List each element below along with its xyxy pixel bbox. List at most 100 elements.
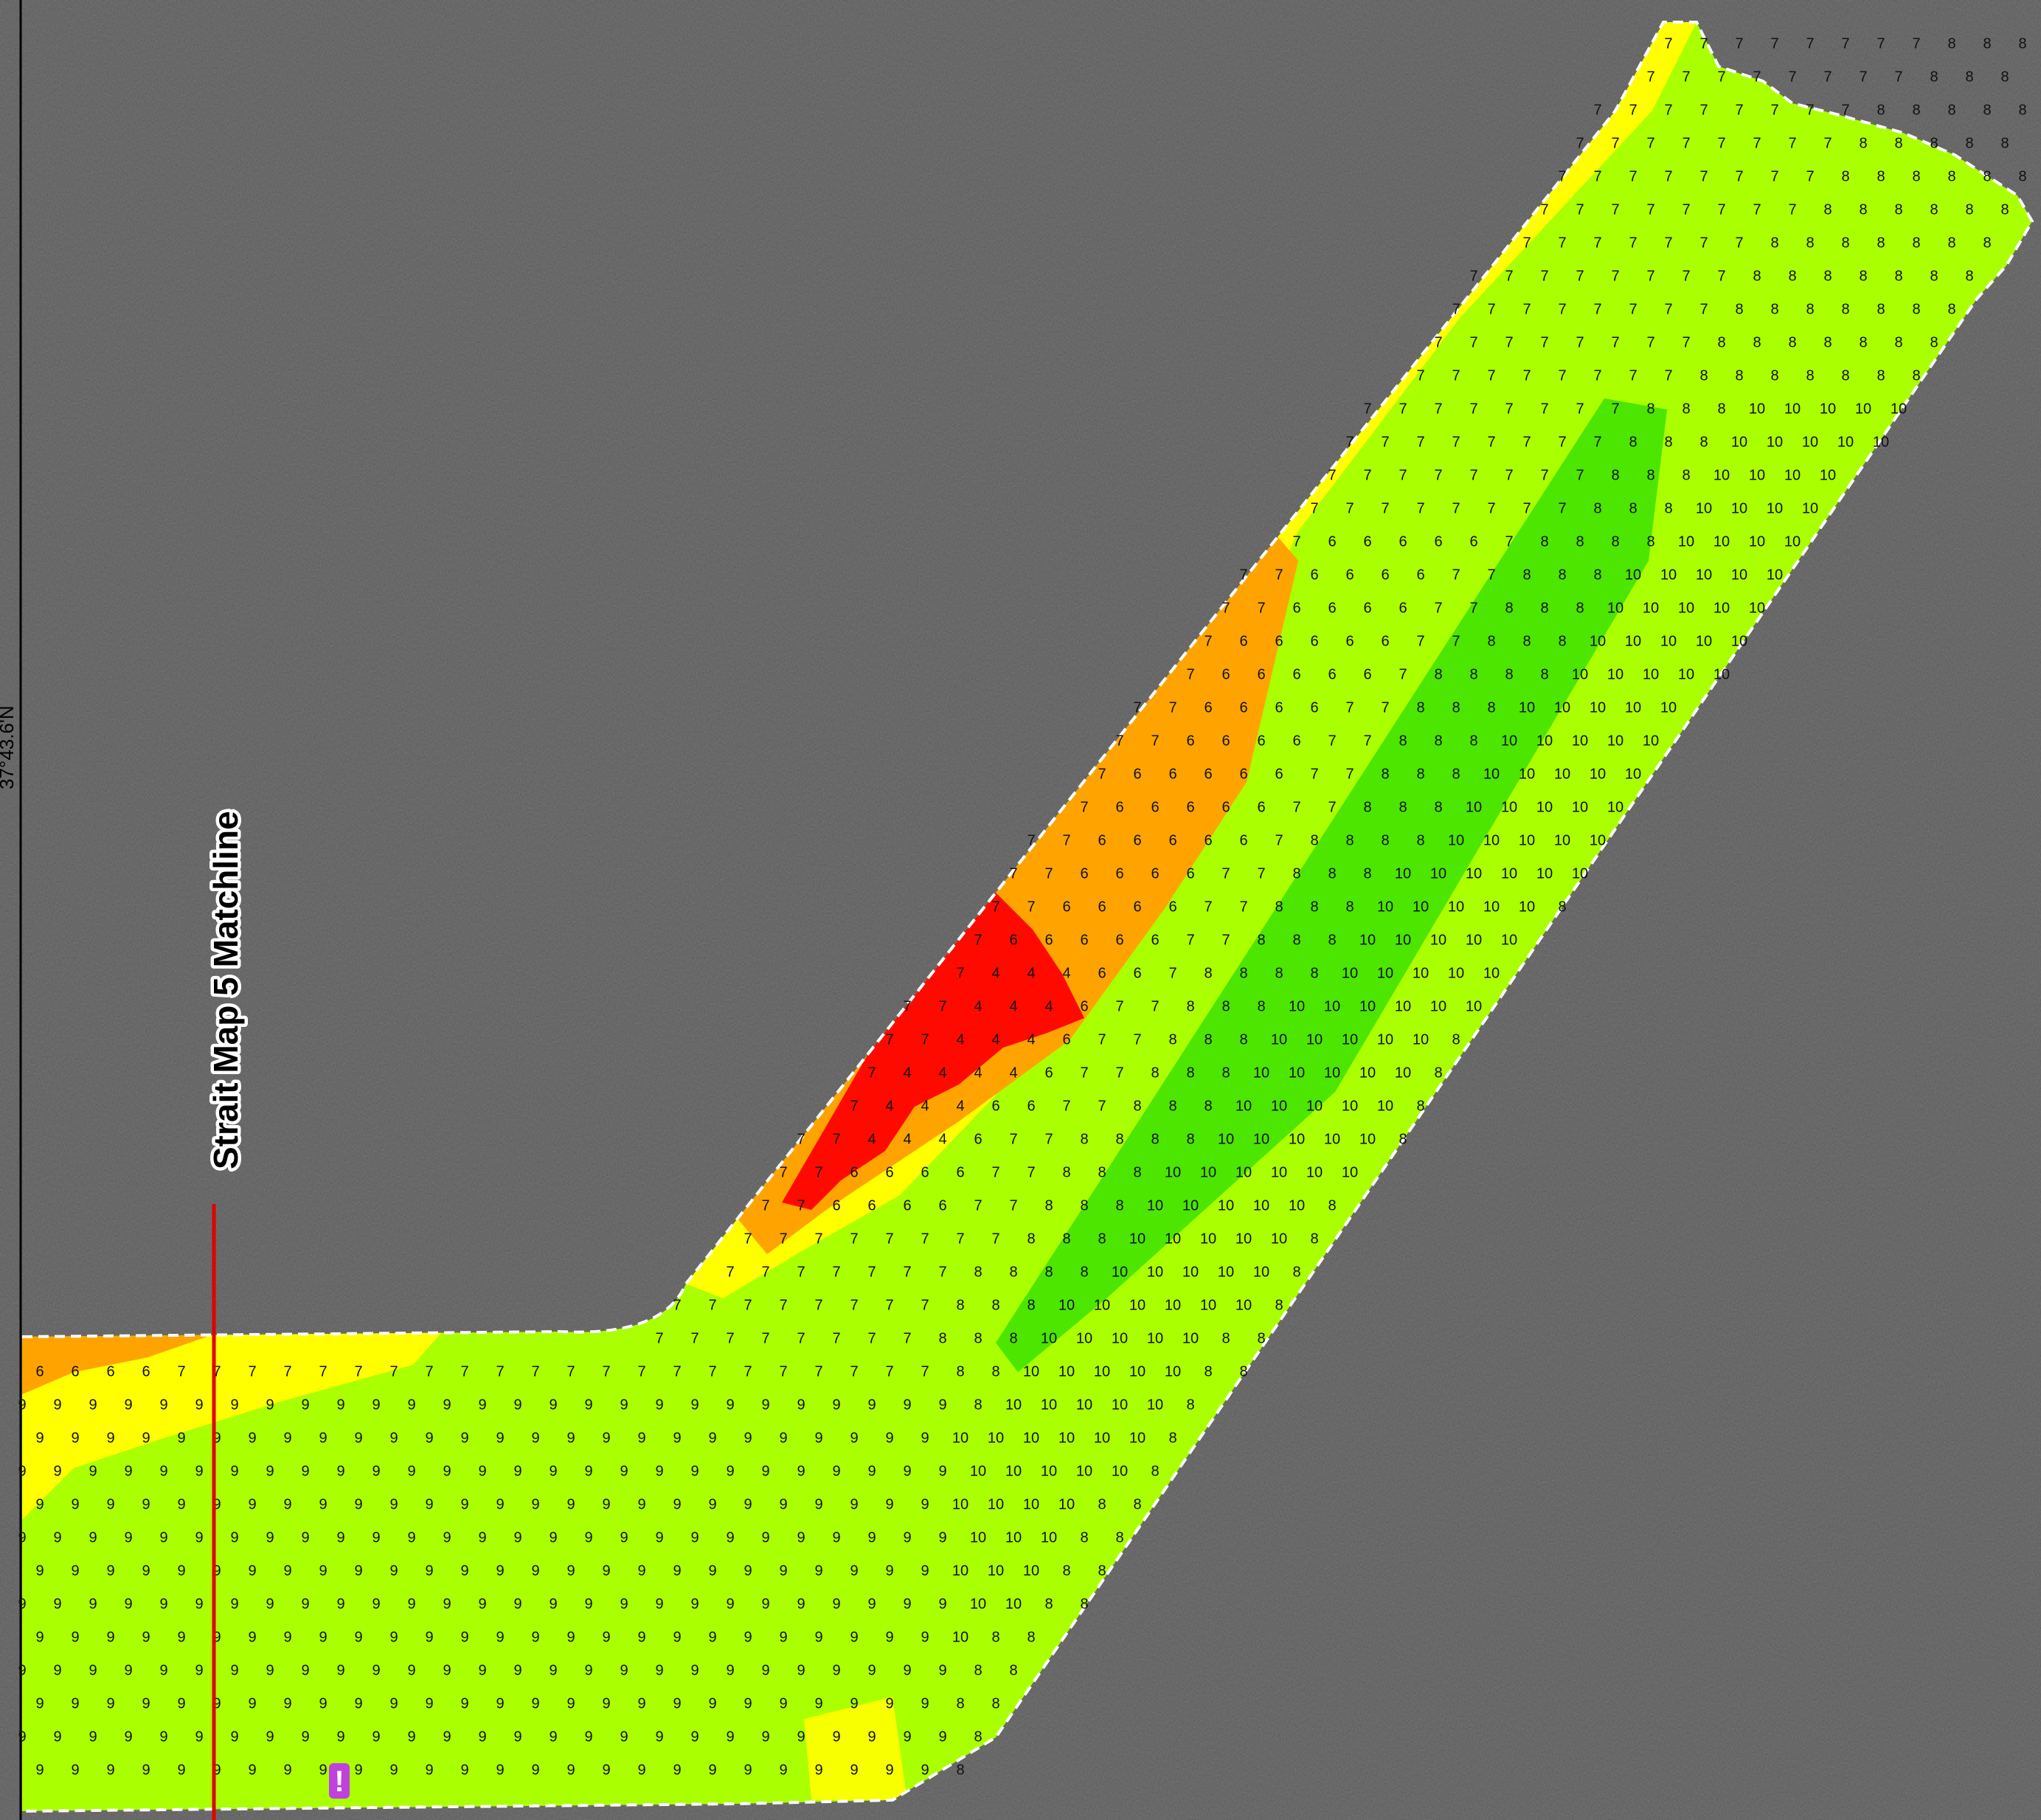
depth-sounding: 9	[637, 1430, 645, 1446]
depth-sounding: 10	[1501, 932, 1517, 948]
depth-sounding: 8	[2018, 168, 2026, 184]
depth-sounding: 8	[1558, 567, 1566, 583]
depth-sounding: 9	[319, 1430, 327, 1446]
depth-sounding: 9	[921, 1496, 929, 1512]
depth-sounding: 7	[850, 1231, 858, 1247]
depth-sounding: 7	[1363, 467, 1371, 483]
depth-sounding: 9	[248, 1629, 256, 1645]
depth-sounding: 9	[142, 1762, 150, 1778]
depth-sounding: 7	[1646, 201, 1654, 218]
depth-sounding: 7	[779, 1164, 787, 1180]
depth-sounding: 8	[1735, 367, 1743, 384]
depth-sounding: 8	[938, 1330, 946, 1346]
depth-sounding: 10	[1678, 666, 1694, 682]
depth-sounding: 9	[726, 1662, 734, 1678]
depth-sounding: 7	[938, 998, 946, 1014]
depth-sounding: 9	[761, 1529, 769, 1546]
depth-sounding: 10	[1696, 567, 1712, 583]
depth-sounding: 7	[1434, 401, 1442, 417]
depth-sounding: 10	[1625, 567, 1641, 583]
depth-sounding: 10	[1023, 1496, 1039, 1512]
depth-sounding: 9	[425, 1762, 433, 1778]
depth-sounding: 6	[1328, 600, 1336, 616]
depth-sounding: 6	[1381, 567, 1389, 583]
depth-sounding: 6	[1222, 733, 1230, 749]
depth-sounding: 10	[1359, 1065, 1376, 1081]
depth-sounding: 10	[1112, 1264, 1128, 1280]
depth-sounding: 8	[1983, 235, 1991, 251]
depth-sounding: 9	[708, 1695, 716, 1712]
depth-sounding: 9	[124, 1729, 132, 1745]
depth-sounding: 9	[89, 1729, 97, 1745]
depth-sounding: 7	[1664, 367, 1672, 384]
depth-sounding: 9	[744, 1629, 752, 1645]
depth-sounding: 9	[885, 1762, 893, 1778]
depth-sounding: 7	[903, 1264, 911, 1280]
depth-sounding: 9	[443, 1729, 451, 1745]
depth-sounding: 9	[301, 1596, 309, 1612]
depth-sounding: 6	[1044, 932, 1053, 948]
depth-sounding: 7	[1222, 932, 1230, 948]
depth-sounding: 8	[1841, 168, 1849, 184]
depth-sounding: 7	[1735, 168, 1743, 184]
depth-sounding: 7	[1522, 235, 1531, 251]
depth-sounding: 9	[195, 1662, 203, 1678]
depth-sounding: 9	[531, 1695, 539, 1712]
depth-sounding: 7	[655, 1330, 663, 1346]
depth-sounding: 8	[1133, 1098, 1141, 1114]
depth-sounding: 7	[1664, 35, 1672, 52]
depth-sounding: 6	[1275, 766, 1283, 782]
depth-sounding: 6	[1363, 533, 1371, 550]
depth-sounding: 9	[584, 1529, 592, 1546]
depth-sounding: 10	[1324, 1131, 1340, 1147]
depth-sounding: 7	[1328, 733, 1336, 749]
depth-sounding: 7	[1770, 35, 1778, 52]
depth-sounding: 6	[1328, 533, 1336, 550]
depth-sounding: 10	[1236, 1164, 1252, 1180]
depth-sounding: 7	[1576, 467, 1584, 483]
depth-sounding: 7	[779, 1363, 787, 1380]
depth-sounding: 7	[1788, 135, 1796, 151]
depth-sounding: 9	[620, 1529, 628, 1546]
depth-sounding: 10	[1430, 998, 1446, 1014]
depth-sounding: 9	[372, 1529, 380, 1546]
depth-sounding: 8	[1823, 268, 1832, 284]
depth-sounding: 7	[921, 1363, 929, 1380]
depth-sounding: 7	[1664, 168, 1672, 184]
depth-sounding: 9	[938, 1529, 946, 1546]
depth-sounding: 8	[1133, 1164, 1141, 1180]
depth-sounding: 7	[885, 1031, 893, 1048]
depth-sounding: 9	[832, 1662, 840, 1678]
warning-marker-icon[interactable]: !	[329, 1763, 350, 1799]
depth-sounding: 10	[970, 1463, 986, 1479]
depth-sounding: 9	[71, 1762, 79, 1778]
depth-sounding: 9	[814, 1762, 822, 1778]
depth-sounding: 7	[319, 1363, 327, 1380]
depth-sounding: 7	[1505, 401, 1513, 417]
depth-sounding: 8	[1930, 334, 1938, 350]
depth-sounding: 9	[372, 1397, 380, 1413]
depth-sounding: 7	[850, 1363, 858, 1380]
depth-sounding: 10	[1767, 434, 1783, 450]
depth-sounding: 10	[1058, 1297, 1075, 1313]
depth-sounding: 10	[1395, 932, 1411, 948]
depth-sounding: 7	[1540, 201, 1548, 218]
depth-sounding: 9	[673, 1563, 681, 1579]
depth-sounding: 10	[1236, 1231, 1252, 1247]
depth-sounding: 9	[655, 1397, 663, 1413]
depth-sounding: 8	[1222, 1330, 1230, 1346]
depth-sounding: 7	[903, 998, 911, 1014]
depth-sounding: 9	[531, 1496, 539, 1512]
depth-sounding: 7	[867, 1065, 876, 1081]
depth-sounding: 9	[708, 1430, 716, 1446]
depth-sounding: 9	[850, 1430, 858, 1446]
depth-sounding: 9	[142, 1695, 150, 1712]
depth-sounding: 8	[1877, 168, 1885, 184]
depth-sounding: 8	[1186, 1065, 1194, 1081]
depth-sounding: 9	[938, 1662, 946, 1678]
depth-sounding: 9	[744, 1430, 752, 1446]
depth-sounding: 10	[1448, 832, 1464, 848]
depth-sounding: 9	[655, 1463, 663, 1479]
depth-sounding: 9	[319, 1629, 327, 1645]
depth-sounding: 8	[1522, 567, 1531, 583]
